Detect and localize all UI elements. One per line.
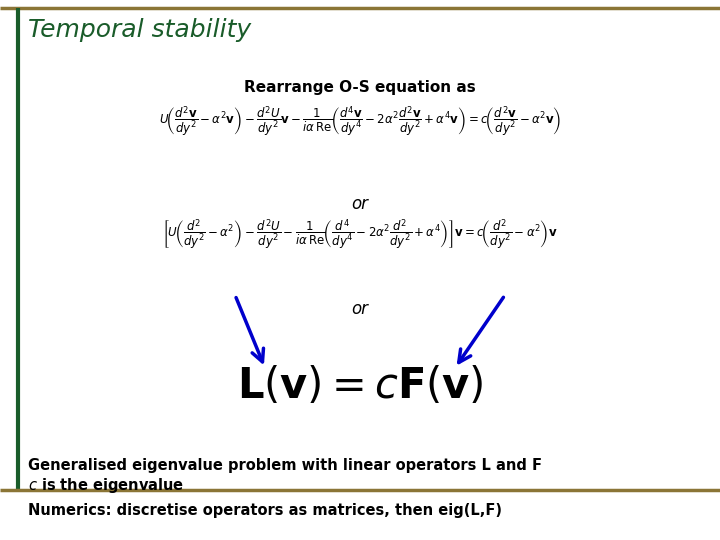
Text: Generalised eigenvalue problem with linear operators L and F: Generalised eigenvalue problem with line… — [28, 458, 542, 473]
Text: or: or — [351, 195, 369, 213]
Text: $U\!\left(\dfrac{d^2\mathbf{v}}{dy^2}-\alpha^2\mathbf{v}\right)-\dfrac{d^2U}{dy^: $U\!\left(\dfrac{d^2\mathbf{v}}{dy^2}-\a… — [159, 105, 561, 139]
Text: or: or — [351, 300, 369, 318]
Text: Temporal stability: Temporal stability — [28, 18, 251, 42]
Text: $\mathbf{L}(\mathbf{v})= c\mathbf{F}(\mathbf{v})$: $\mathbf{L}(\mathbf{v})= c\mathbf{F}(\ma… — [237, 365, 483, 407]
Text: Numerics: discretise operators as matrices, then eig(L,F): Numerics: discretise operators as matric… — [28, 503, 502, 518]
Text: $c$ is the eigenvalue: $c$ is the eigenvalue — [28, 476, 184, 495]
Text: Rearrange O-S equation as: Rearrange O-S equation as — [244, 80, 476, 95]
Text: $\left[U\!\left(\dfrac{d^2}{dy^2}-\alpha^2\right)-\dfrac{d^2U}{dy^2}-\dfrac{1}{i: $\left[U\!\left(\dfrac{d^2}{dy^2}-\alpha… — [162, 218, 558, 253]
